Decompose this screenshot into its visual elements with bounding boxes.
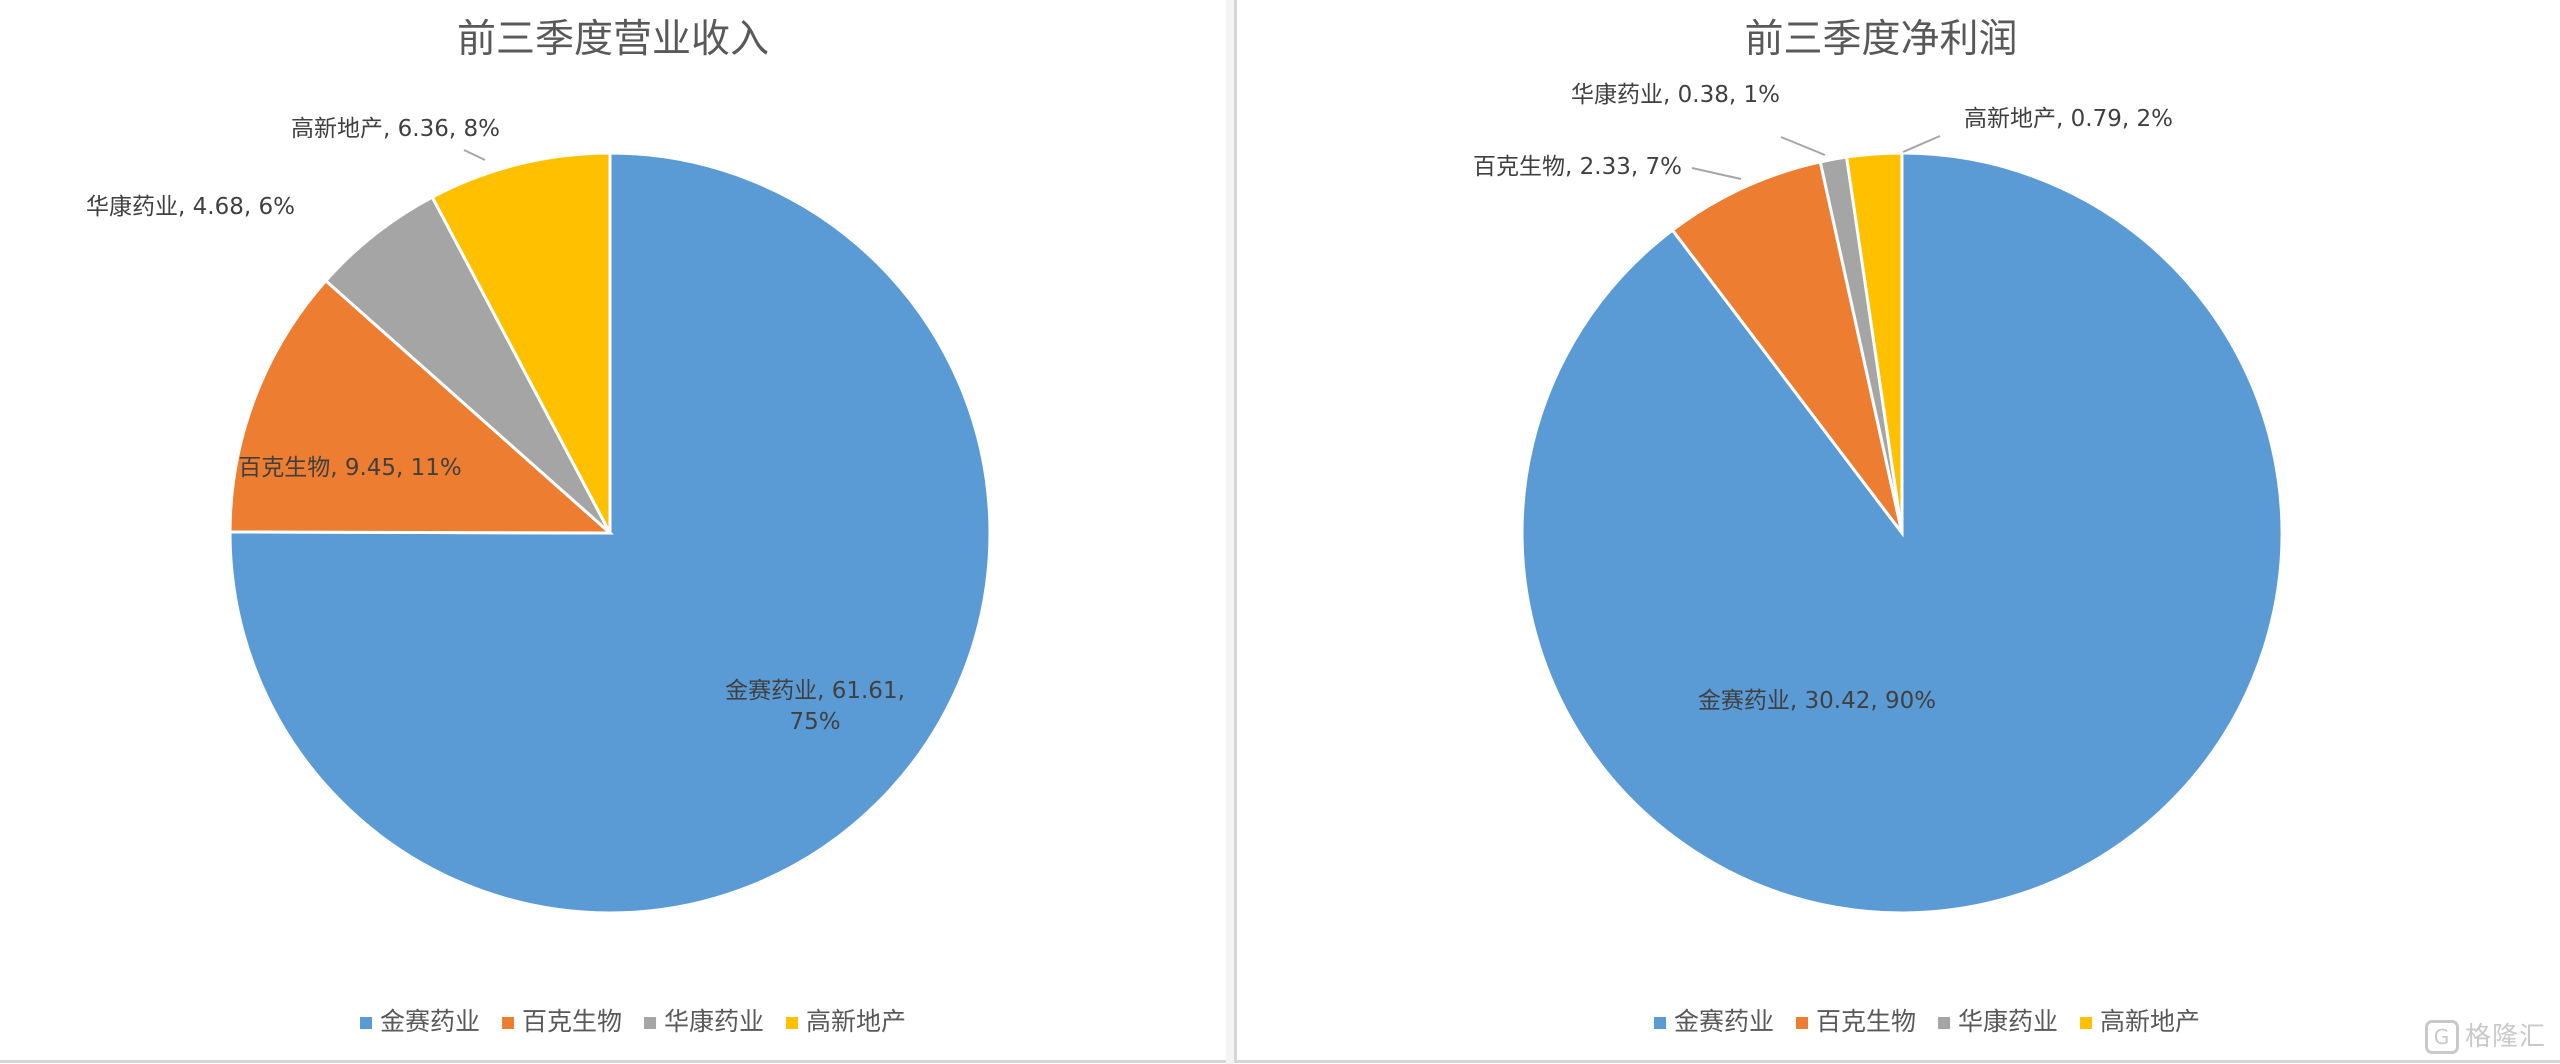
- pie-slice-4: [1844, 151, 1904, 534]
- chart-title: 前三季度净利润: [1744, 17, 2017, 62]
- legend-swatch-1: [1654, 1017, 1666, 1029]
- data-labels: 金赛药业, 30.42, 90% 百克生物, 2.33, 7% 华康药业, 0.38…: [1473, 82, 2173, 714]
- chart-title: 前三季度营业收入: [457, 17, 769, 62]
- legend-swatch-2: [502, 1017, 515, 1029]
- data-label-2: 百克生物, 9.45, 11%: [238, 455, 462, 481]
- legend-swatch-3: [644, 1017, 657, 1029]
- legend: 金赛药业 百克生物 华康药业 高新地产: [360, 1007, 906, 1036]
- pie-slice-2: [1670, 160, 1904, 534]
- pie-slices: [1520, 151, 2284, 915]
- legend-label-2: 百克生物: [522, 1007, 622, 1036]
- data-labels: 金赛药业, 61.61, 75% 百克生物, 9.45, 11% 华康药业, 4.68…: [86, 116, 905, 735]
- data-label-3: 华康药业, 4.68, 6%: [86, 194, 295, 220]
- legend-swatch-3: [1938, 1017, 1951, 1029]
- data-label-3: 华康药业, 0.38, 1%: [1571, 82, 1780, 108]
- legend-label-4: 高新地产: [2100, 1007, 2200, 1036]
- revenue-pie-chart: 前三季度营业收入 金赛药业, 61.61, 75% 百克生物, 9.45, 11% 华…: [86, 17, 992, 1036]
- pie-slice-4: [430, 151, 612, 534]
- leader-line-4: [463, 149, 486, 161]
- legend-swatch-1: [360, 1017, 372, 1029]
- g-logo-icon: G: [2424, 1020, 2459, 1054]
- pie-slice-1: [228, 151, 992, 915]
- chart-panel-revenue: 前三季度营业收入 金赛药业, 61.61, 75% 百克生物, 9.45, 11% 华…: [0, 0, 1229, 1063]
- watermark-text: 格隆汇: [2464, 1021, 2546, 1052]
- pie-slice-2: [228, 278, 614, 535]
- legend-label-4: 高新地产: [806, 1007, 906, 1036]
- legend-label-2: 百克生物: [1816, 1007, 1916, 1036]
- watermark: G 格隆汇: [2424, 1016, 2546, 1054]
- data-label-2: 百克生物, 2.33, 7%: [1473, 154, 1682, 180]
- legend-label-1: 金赛药业: [380, 1007, 480, 1036]
- pie-slices: [228, 151, 992, 915]
- leader-line-4: [1902, 135, 1941, 153]
- leader-line-2: [1691, 167, 1742, 180]
- leader-lines: [1691, 135, 1941, 180]
- pie-slice-3: [323, 195, 612, 535]
- data-label-1: 金赛药业, 61.61,: [725, 678, 905, 704]
- legend-label-1: 金赛药业: [1674, 1007, 1774, 1036]
- legend-label-3: 华康药业: [1958, 1007, 2058, 1036]
- data-label-1-line2: 75%: [789, 709, 840, 735]
- legend-swatch-4: [2080, 1017, 2093, 1029]
- legend-swatch-4: [786, 1017, 799, 1029]
- leader-line-3: [1780, 136, 1826, 156]
- chart-panel-profit: 前三季度净利润 金赛药业, 30.42, 90% 百克生物, 2.33, 7% 华康…: [1234, 0, 2560, 1063]
- panel-divider: [1226, 0, 1234, 1064]
- legend-swatch-2: [1796, 1017, 1809, 1029]
- legend-label-3: 华康药业: [664, 1007, 764, 1036]
- data-label-4: 高新地产, 6.36, 8%: [291, 116, 500, 142]
- legend: 金赛药业 百克生物 华康药业 高新地产: [1654, 1007, 2200, 1036]
- profit-pie-chart: 前三季度净利润 金赛药业, 30.42, 90% 百克生物, 2.33, 7% 华康…: [1473, 17, 2284, 1036]
- data-label-4: 高新地产, 0.79, 2%: [1964, 106, 2173, 132]
- leader-lines: [463, 149, 486, 161]
- data-label-1: 金赛药业, 30.42, 90%: [1698, 688, 1936, 714]
